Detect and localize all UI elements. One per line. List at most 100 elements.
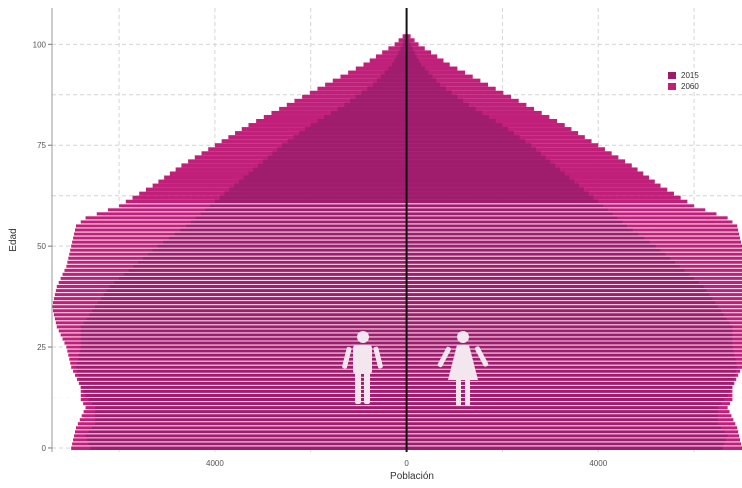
bar-2015-left <box>311 123 407 127</box>
bar-2015-right <box>407 71 429 75</box>
bar-2015-right <box>407 83 441 87</box>
bar-2015-left <box>89 313 406 317</box>
bar-2015-left <box>98 301 407 305</box>
bar-2015-right <box>407 208 608 212</box>
bar-2015-right <box>407 228 633 232</box>
bar-2015-right <box>407 418 718 422</box>
bar-2015-left <box>107 289 407 293</box>
bar-2015-left <box>350 99 407 103</box>
bar-2015-right <box>407 192 589 196</box>
bar-2015-right <box>407 389 730 393</box>
bar-2015-left <box>381 75 407 79</box>
bar-2015-left <box>95 414 406 418</box>
bar-2015-left <box>263 159 407 163</box>
bar-2015-right <box>407 58 419 62</box>
bar-2015-left <box>220 196 407 200</box>
bar-2015-left <box>253 167 406 171</box>
bar-2015-right <box>407 127 509 131</box>
bar-2015-right <box>407 196 594 200</box>
bar-2015-left <box>258 163 407 167</box>
bar-2015-left <box>229 188 406 192</box>
bar-2015-right <box>407 236 645 240</box>
bar-2015-left <box>90 446 406 450</box>
x-tick-label: 4000 <box>589 459 607 468</box>
bar-2015-left <box>110 284 407 288</box>
bar-2015-left <box>95 406 406 410</box>
bar-2015-left <box>81 329 407 333</box>
bar-2015-left <box>92 426 407 430</box>
bar-2015-right <box>407 99 464 103</box>
legend-label-2060: 2060 <box>681 82 699 91</box>
bar-2015-left <box>87 438 406 442</box>
bar-2015-right <box>407 385 733 389</box>
bar-2015-right <box>407 50 415 54</box>
bar-2015-right <box>407 188 584 192</box>
bar-2015-right <box>407 79 437 83</box>
bar-2015-left <box>138 260 406 264</box>
bar-2015-left <box>86 434 407 438</box>
bar-2015-left <box>338 107 407 111</box>
bar-2015-right <box>407 406 718 410</box>
bar-2015-right <box>407 398 725 402</box>
legend-swatch-2015 <box>668 72 676 79</box>
bar-2015-left <box>186 224 406 228</box>
bar-2015-left <box>124 272 407 276</box>
bar-2015-left <box>87 317 407 321</box>
bar-2015-right <box>407 176 570 180</box>
bar-2015-right <box>407 143 532 147</box>
bar-2015-right <box>407 204 603 208</box>
bar-2015-right <box>407 422 718 426</box>
bar-2015-left <box>84 321 407 325</box>
bar-2015-right <box>407 252 666 256</box>
bar-2015-left <box>362 91 407 95</box>
bar-2015-left <box>89 442 407 446</box>
bar-2015-left <box>81 325 407 329</box>
bar-2015-left <box>324 115 406 119</box>
bar-2015-right <box>407 123 503 127</box>
bar-2015-left <box>344 103 406 107</box>
bar-2015-left <box>282 143 407 147</box>
y-tick-label: 0 <box>42 444 47 453</box>
bar-2015-right <box>407 200 599 204</box>
bar-2015-right <box>407 438 726 442</box>
bar-2015-right <box>407 75 433 79</box>
bar-2015-right <box>407 147 536 151</box>
bar-2015-right <box>407 381 734 385</box>
bar-2015-right <box>407 345 733 349</box>
bar-2015-left <box>299 131 406 135</box>
bar-2015-right <box>407 284 704 288</box>
bar-2015-left <box>377 79 407 83</box>
bar-2015-right <box>407 163 556 167</box>
bar-2015-right <box>407 289 707 293</box>
bar-2015-left <box>373 83 407 87</box>
bar-2015-left <box>196 216 407 220</box>
bar-2015-right <box>407 95 458 99</box>
bar-2015-left <box>169 236 407 240</box>
bar-2015-right <box>407 87 446 91</box>
bar-2015-left <box>92 309 406 313</box>
bar-2015-left <box>205 208 406 212</box>
bar-2015-left <box>114 280 406 284</box>
bar-2015-right <box>407 434 728 438</box>
bar-2015-right <box>407 115 489 119</box>
bar-2015-right <box>407 309 721 313</box>
bar-2015-left <box>367 87 406 91</box>
bar-2015-left <box>215 200 407 204</box>
bar-2015-left <box>388 67 406 71</box>
bar-2015-right <box>407 180 575 184</box>
bar-2015-right <box>407 337 733 341</box>
bar-2015-right <box>407 446 723 450</box>
bar-2015-right <box>407 155 546 159</box>
bar-2015-right <box>407 139 526 143</box>
y-axis-title: Edad <box>8 228 19 251</box>
bar-2015-right <box>407 67 425 71</box>
bar-2015-right <box>407 212 613 216</box>
bar-2015-left <box>180 228 406 232</box>
bar-2015-left <box>277 147 406 151</box>
bar-2015-right <box>407 321 730 325</box>
bar-2015-left <box>101 297 407 301</box>
bar-2015-left <box>356 95 407 99</box>
legend: 2015 2060 <box>668 71 699 91</box>
bar-separators <box>52 204 742 446</box>
bar-2015-right <box>407 220 623 224</box>
